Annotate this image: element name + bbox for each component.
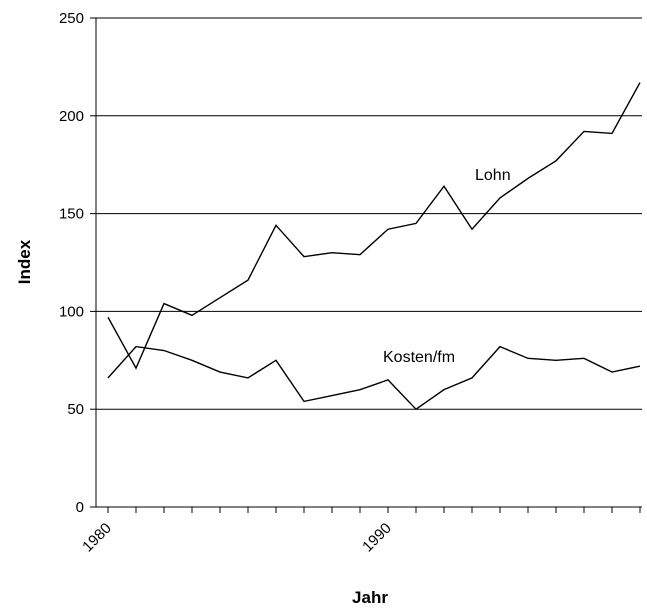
- y-tick-label: 200: [59, 108, 84, 125]
- y-tick-label: 0: [76, 499, 84, 516]
- series-label-lohn: Lohn: [475, 167, 511, 184]
- x-tick-label-1990: 1990: [359, 520, 395, 556]
- series-label-kosten: Kosten/fm: [383, 349, 455, 366]
- axes: [95, 18, 642, 508]
- y-tick-label: 50: [67, 401, 84, 418]
- y-tick-label: 100: [59, 303, 84, 320]
- y-tick-label: 150: [59, 206, 84, 223]
- x-axis-title: Jahr: [352, 588, 388, 607]
- y-axis-title: Index: [15, 239, 34, 284]
- x-ticks: 1980 1990: [79, 507, 641, 556]
- y-ticks: 0 50 100 150 200 250: [59, 10, 96, 516]
- grid-lines: [96, 17, 642, 410]
- x-tick-label-1980: 1980: [79, 520, 115, 556]
- series-line-lohn: [107, 82, 641, 370]
- series-line-kosten: [107, 345, 641, 411]
- y-tick-label: 250: [59, 10, 84, 27]
- series-lines: [107, 82, 641, 411]
